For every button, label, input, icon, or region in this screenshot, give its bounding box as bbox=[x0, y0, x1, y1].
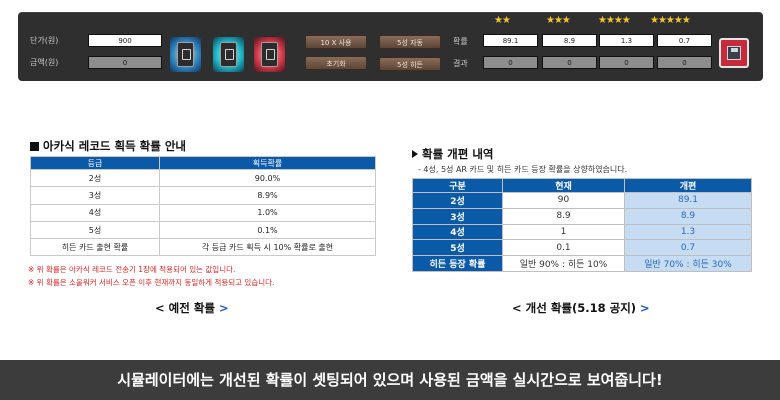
triangle-bullet-icon bbox=[412, 150, 418, 158]
stars-2-icon: ★★ bbox=[494, 15, 511, 26]
table-cell: 1.3 bbox=[624, 223, 752, 241]
table-cell: 4성 bbox=[412, 223, 503, 241]
table-row: 5성 0.1 0.7 bbox=[412, 239, 752, 257]
table-row: 4성 1.0% bbox=[30, 203, 376, 222]
table-header-cell: 획득확률 bbox=[159, 156, 376, 170]
probability-2star: 89.1 bbox=[483, 34, 538, 47]
amount-label: 금액(원) bbox=[30, 58, 59, 67]
stars-5-icon: ★★★★★ bbox=[650, 15, 691, 26]
table-header-cell: 등급 bbox=[30, 156, 160, 170]
table-cell: 2성 bbox=[412, 192, 503, 209]
table-cell: 일반 70% : 히든 30% bbox=[624, 255, 752, 272]
card-red-icon[interactable] bbox=[254, 37, 285, 72]
old-rates-table: 등급 획득확률 2성 90.0% 3성 8.9% 4성 1.0% 5성 0.1%… bbox=[30, 156, 376, 257]
amount-display: 0 bbox=[88, 56, 162, 69]
old-rates-note-2: ※ 위 확률은 소울워커 서비스 오픈 이후 현재까지 동일하게 적용되고 있습… bbox=[28, 278, 275, 287]
table-cell: 히든 등장 확률 bbox=[412, 255, 503, 272]
table-row: 3성 8.9 8.9 bbox=[412, 207, 752, 225]
table-row: 히든 등장 확률 일반 90% : 히든 10% 일반 70% : 히든 30% bbox=[412, 255, 752, 272]
result-5star: 0 bbox=[657, 56, 712, 69]
card-blue-icon[interactable] bbox=[170, 37, 201, 72]
old-rates-caption: < 예전 확률 > bbox=[155, 301, 229, 315]
table-cell: 1 bbox=[502, 223, 625, 241]
new-rates-caption: < 개선 확률(5.18 공지) > bbox=[512, 301, 650, 315]
square-bullet-icon bbox=[30, 142, 39, 151]
table-row: 5성 0.1% bbox=[30, 220, 376, 240]
result-3star: 0 bbox=[542, 56, 597, 69]
table-cell: 각 등급 카드 획득 시 10% 확률로 출현 bbox=[159, 238, 376, 257]
table-cell: 3성 bbox=[412, 207, 503, 225]
table-cell: 8.9 bbox=[624, 207, 752, 225]
table-cell: 90 bbox=[502, 192, 625, 209]
probability-label: 확률 bbox=[453, 37, 468, 46]
table-header-row: 등급 획득확률 bbox=[30, 156, 376, 170]
table-cell: 2성 bbox=[30, 168, 160, 188]
table-cell: 4성 bbox=[30, 203, 160, 222]
table-header-row: 구분 현재 개편 bbox=[412, 178, 752, 193]
reset-button[interactable]: 초기화 bbox=[305, 56, 367, 70]
table-cell: 89.1 bbox=[624, 192, 752, 209]
table-cell: 0.1% bbox=[159, 220, 376, 240]
result-2star: 0 bbox=[483, 56, 538, 69]
table-row: 3성 8.9% bbox=[30, 186, 376, 205]
old-rates-note-1: ※ 위 확률은 아카식 레코드 전송기 1장에 적용되어 있는 값입니다. bbox=[28, 265, 236, 274]
probability-4star: 1.3 bbox=[599, 34, 654, 47]
table-cell: 1.0% bbox=[159, 203, 376, 222]
table-cell: 0.1 bbox=[502, 239, 625, 257]
unit-price-label: 단가(원) bbox=[30, 36, 59, 45]
new-rates-table: 구분 현재 개편 2성 90 89.1 3성 8.9 8.9 4성 1 1.3 … bbox=[412, 178, 752, 272]
result-label: 결과 bbox=[453, 59, 468, 68]
table-cell: 90.0% bbox=[159, 168, 376, 188]
probability-5star: 0.7 bbox=[657, 34, 712, 47]
new-rates-title: 확률 개편 내역 bbox=[412, 146, 494, 162]
gacha-simulator-panel: 단가(원) 900 금액(원) 0 10 X 사용 초기화 5성 자동 5성 히… bbox=[18, 12, 763, 81]
table-cell: 0.7 bbox=[624, 239, 752, 257]
table-header-cell: 현재 bbox=[502, 178, 625, 193]
table-row: 4성 1 1.3 bbox=[412, 223, 752, 241]
use-10x-button[interactable]: 10 X 사용 bbox=[305, 35, 367, 49]
result-4star: 0 bbox=[599, 56, 654, 69]
stars-4-icon: ★★★★ bbox=[598, 15, 631, 26]
old-rates-title: 아카식 레코드 획득 확률 안내 bbox=[30, 138, 186, 154]
table-header-cell: 구분 bbox=[412, 178, 503, 193]
table-cell: 8.9 bbox=[502, 207, 625, 225]
auto-5star-button[interactable]: 5성 자동 bbox=[379, 35, 441, 49]
table-header-cell: 개편 bbox=[624, 178, 752, 193]
unit-price-input[interactable]: 900 bbox=[88, 34, 162, 47]
save-disk-icon[interactable] bbox=[719, 38, 749, 68]
new-rates-subnote: - 4성, 5성 AR 카드 및 히든 카드 등장 확률을 상향하였습니다. bbox=[418, 165, 628, 174]
probability-3star: 8.9 bbox=[542, 34, 597, 47]
stars-3-icon: ★★★ bbox=[546, 15, 571, 26]
table-cell: 5성 bbox=[30, 220, 160, 240]
table-cell: 히든 카드 출현 확률 bbox=[30, 238, 160, 257]
table-row: 히든 카드 출현 확률 각 등급 카드 획득 시 10% 확률로 출현 bbox=[30, 238, 376, 257]
bottom-banner: 시뮬레이터에는 개선된 확률이 셋팅되어 있으며 사용된 금액을 실시간으로 보… bbox=[0, 360, 780, 400]
table-row: 2성 90.0% bbox=[30, 168, 376, 188]
card-teal-icon[interactable] bbox=[213, 37, 244, 72]
hidden-5star-button[interactable]: 5성 히든 bbox=[379, 57, 441, 71]
table-cell: 8.9% bbox=[159, 186, 376, 205]
table-cell: 일반 90% : 히든 10% bbox=[502, 255, 625, 272]
table-cell: 5성 bbox=[412, 239, 503, 257]
table-row: 2성 90 89.1 bbox=[412, 192, 752, 209]
table-cell: 3성 bbox=[30, 186, 160, 205]
